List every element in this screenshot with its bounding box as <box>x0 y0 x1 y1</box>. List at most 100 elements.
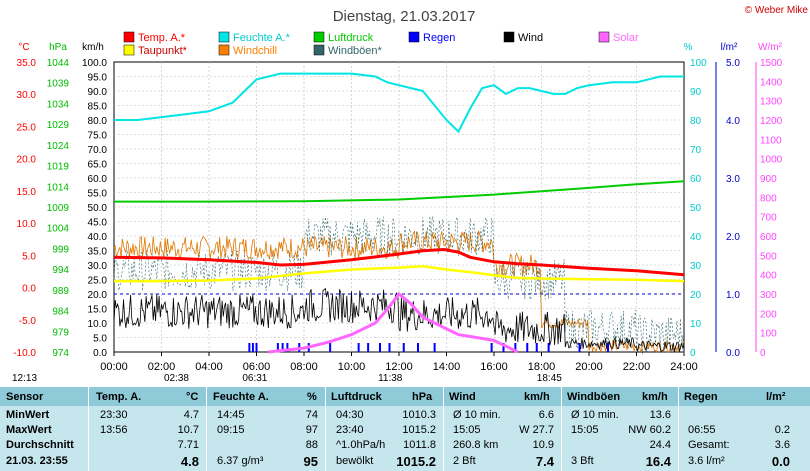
y-tick-solar: 900 <box>760 174 777 185</box>
x-tick-label: 04:00 <box>195 361 223 373</box>
y-tick-wind: 55.0 <box>88 189 108 200</box>
legend-swatch <box>218 31 230 43</box>
y-tick-wind: 35.0 <box>88 247 108 258</box>
rain-bar <box>281 343 284 352</box>
y-tick-wind: 85.0 <box>88 102 108 113</box>
gust-line <box>113 216 685 355</box>
series-line-luftdruck <box>114 180 685 203</box>
y-tick-press: 1009 <box>47 203 70 214</box>
rain-bar <box>607 343 609 352</box>
y-tick-press: 974 <box>52 348 69 359</box>
y-tick-press: 999 <box>52 244 69 255</box>
table-cell-rain-time: 06:55 <box>688 424 716 436</box>
y-tick-hum: 20 <box>690 290 702 301</box>
table-cell-label: MinWert <box>6 409 50 421</box>
header-wind: Wind <box>449 391 476 403</box>
table-cell-rain-time: Gesamt: <box>688 439 730 451</box>
rain-bar <box>402 343 405 352</box>
legend-label: Temp. A.* <box>138 32 186 44</box>
y-tick-temp: 0.0 <box>22 284 36 295</box>
table-cell-gust-val: 16.4 <box>645 454 671 469</box>
y-tick-press: 1004 <box>47 224 70 235</box>
y-tick-solar: 1100 <box>760 135 782 146</box>
axis-unit-label: l/m² <box>721 42 738 53</box>
header-hum: Feuchte A. <box>213 391 269 403</box>
table-cell-rain-val: 3.6 <box>774 439 790 451</box>
table-cell-temp-val: 10.7 <box>177 424 199 436</box>
header-temp-unit: °C <box>186 391 199 403</box>
x-tick-label: 22:00 <box>623 361 651 373</box>
header-hum-unit: % <box>307 391 317 403</box>
table-cell-press-val: 1015.2 <box>402 424 436 436</box>
table-cell-wind-val: 6.6 <box>538 409 554 421</box>
y-tick-temp: 35.0 <box>17 58 37 69</box>
windchill-line <box>113 230 685 354</box>
y-tick-rain: 3.0 <box>726 174 740 185</box>
table-cell-temp-val: 4.8 <box>180 454 199 469</box>
y-tick-wind: 95.0 <box>88 73 108 84</box>
x-tick-label: 10:00 <box>338 361 366 373</box>
table-cell-wind-time: 260.8 km <box>453 439 499 451</box>
chart-svg: Dienstag, 21.03.2017 © Weber Mike Temp. … <box>12 5 808 384</box>
table-cell-press-time: 04:30 <box>336 409 364 421</box>
y-tick-hum: 10 <box>690 319 702 330</box>
wind-line <box>113 287 685 353</box>
table-cell-rain-val: 0.0 <box>771 454 790 469</box>
chart-title: Dienstag, 21.03.2017 <box>333 8 476 25</box>
y-tick-hum: 60 <box>690 174 702 185</box>
time-marker-label: 12:13 <box>12 373 37 384</box>
table-divider <box>325 387 326 471</box>
table-cell-label: Durchschnitt <box>6 439 74 451</box>
y-tick-wind: 20.0 <box>88 290 108 301</box>
table-cell-hum-time: 6.37 g/m³ <box>217 455 264 467</box>
table-cell-temp-time: 23:30 <box>100 409 128 421</box>
table-cell-press-val: 1015.2 <box>396 454 436 469</box>
table-cell-gust-val: NW 60.2 <box>628 424 671 436</box>
table-cell-label: MaxWert <box>6 424 52 436</box>
table-cell-label: 21.03. 23:55 <box>6 455 68 467</box>
rain-bar <box>547 343 550 352</box>
table-cell-hum-time: 09:15 <box>217 424 245 436</box>
y-tick-solar: 300 <box>760 290 777 301</box>
time-marker-label: 02:38 <box>164 373 189 384</box>
table-cell-wind-time: 15:05 <box>453 424 481 436</box>
time-marker-label: 06:31 <box>242 373 267 384</box>
table-cell-temp-val: 4.7 <box>183 409 199 421</box>
header-rain-unit: l/m² <box>766 391 786 403</box>
y-tick-solar: 800 <box>760 193 777 204</box>
y-tick-solar: 0 <box>760 348 766 359</box>
rain-bar <box>379 343 381 352</box>
rain-bar <box>388 343 391 352</box>
legend-swatch <box>313 44 325 56</box>
x-axis: 00:00 02:00 04:00 06:00 08:00 10:00 12:00 14:00… <box>100 352 698 373</box>
y-tick-rain: 0.0 <box>726 348 740 359</box>
axis-unit-labels: °C hPa km/h% l/m² W/m² <box>18 42 782 53</box>
y-tick-press: 1024 <box>47 141 70 152</box>
y-tick-hum: 100 <box>690 58 707 69</box>
y-tick-solar: 600 <box>760 232 777 243</box>
time-markers: 12:13 02:38 06:31 11:38 18:45 <box>12 373 562 384</box>
y-tick-wind: 30.0 <box>88 261 108 272</box>
y-tick-wind: 5.0 <box>93 334 107 345</box>
y-tick-solar: 1500 <box>760 58 783 69</box>
x-tick-label: 06:00 <box>243 361 271 373</box>
y-tick-hum: 40 <box>690 232 702 243</box>
table-cell-temp-time: 13:56 <box>100 424 128 436</box>
table-cell-press-time: ^1.0hPa/h <box>336 439 386 451</box>
y-tick-wind: 100.0 <box>82 58 107 69</box>
table-cell-temp-val: 7.71 <box>177 439 199 451</box>
y-tick-hum: 80 <box>690 116 702 127</box>
noisy-series <box>113 216 685 355</box>
legend: Temp. A.* Feuchte A.* Luftdruck Regen Wind So… <box>123 31 639 57</box>
header-press-unit: hPa <box>412 391 433 403</box>
table-cell-press-val: 1010.3 <box>402 409 436 421</box>
rain-bar <box>367 343 370 352</box>
table-cell-gust-time: 3 Bft <box>571 455 594 467</box>
rain-bar <box>255 343 258 352</box>
y-tick-rain: 1.0 <box>726 290 740 301</box>
y-tick-wind: 75.0 <box>88 131 108 142</box>
table-cell-wind-time: 2 Bft <box>453 455 476 467</box>
rain-bar <box>276 343 279 352</box>
y-tick-press: 1039 <box>47 79 70 90</box>
